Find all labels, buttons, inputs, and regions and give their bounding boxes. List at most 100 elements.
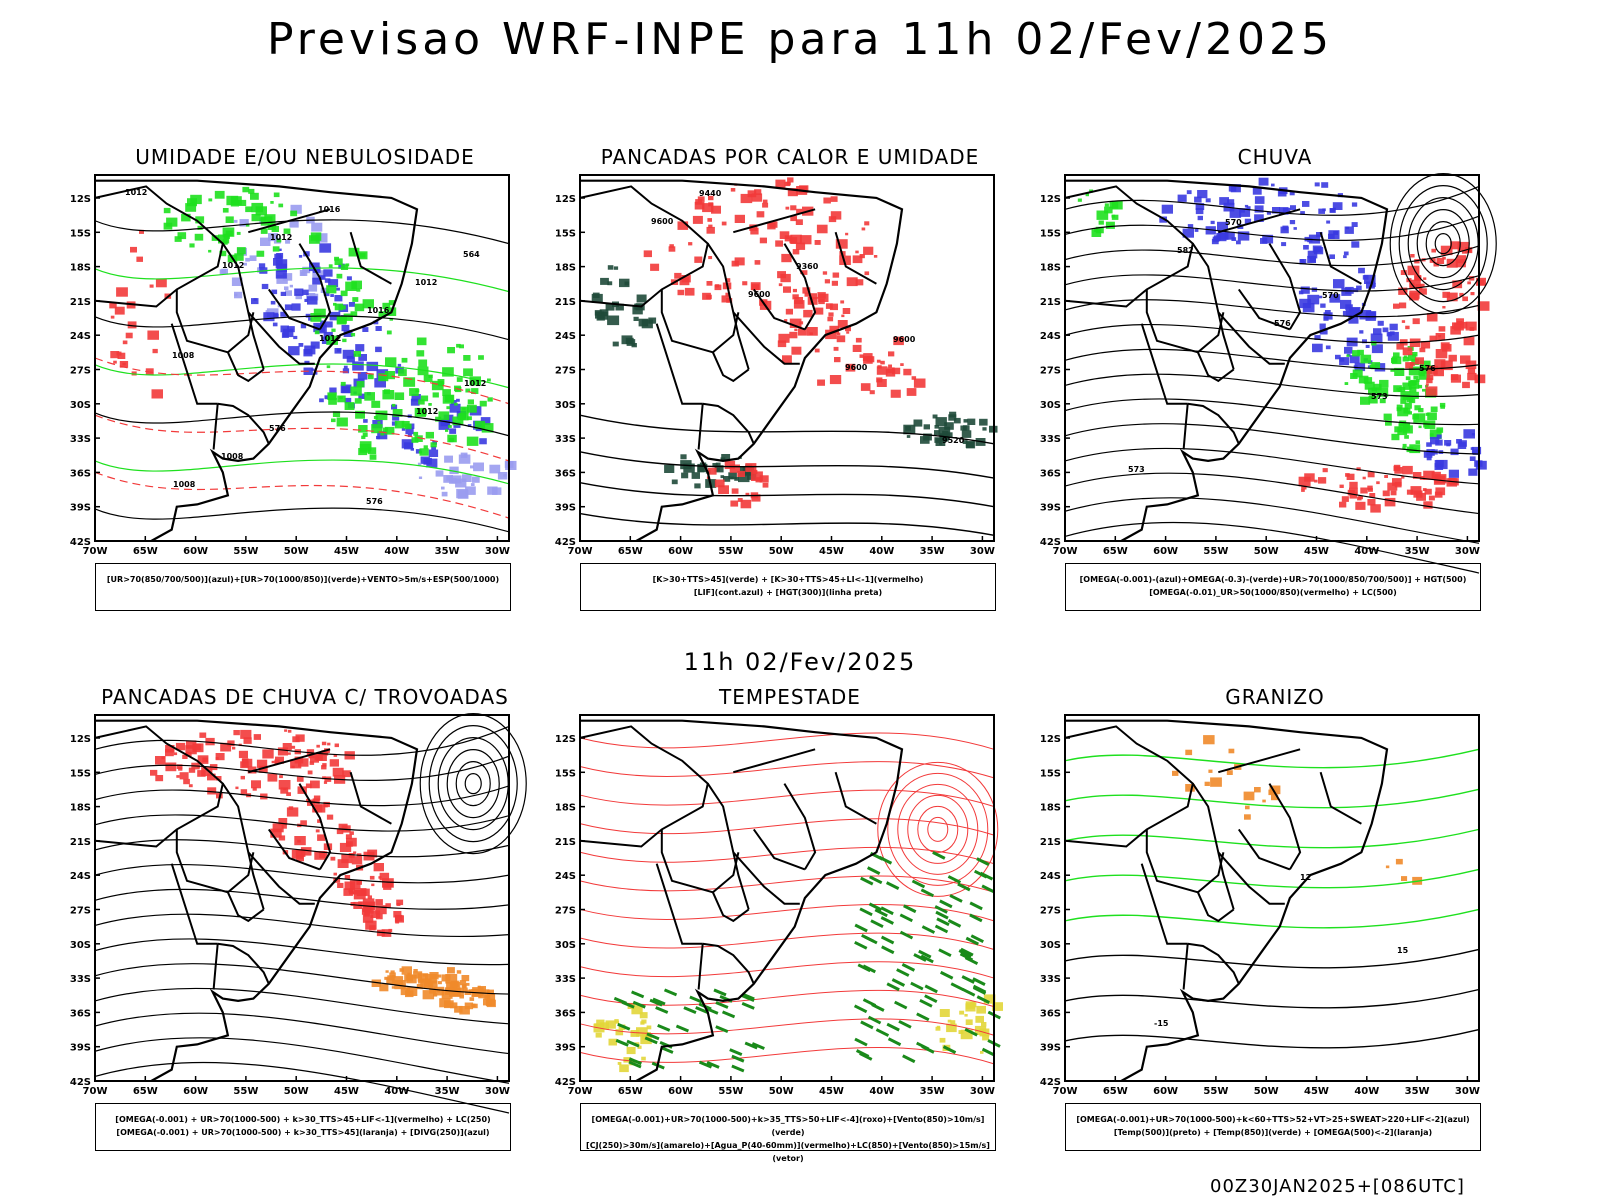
border-line <box>1218 748 1301 774</box>
shaded-cell <box>792 294 799 300</box>
shaded-cell <box>276 263 287 272</box>
border-line <box>702 402 755 445</box>
lat-tick-label: 12S <box>1040 734 1061 745</box>
wind-vector <box>715 1001 729 1009</box>
shaded-cell <box>646 1025 652 1030</box>
shaded-cell <box>243 737 252 744</box>
shaded-cell <box>384 371 395 380</box>
shaded-cell <box>416 337 427 346</box>
shaded-cell <box>484 995 491 1000</box>
shaded-cell <box>626 1046 636 1055</box>
streamline <box>1064 215 1480 241</box>
shaded-cell <box>1450 374 1461 383</box>
shaded-cell <box>1387 482 1398 491</box>
shaded-cell <box>253 734 261 740</box>
political-borders <box>94 185 392 450</box>
shaded-cell <box>330 294 334 297</box>
lon-tick-label: 50W <box>284 546 309 557</box>
shaded-cell <box>323 269 333 277</box>
shaded-cell <box>236 231 241 235</box>
lat-tick-label: 24S <box>1040 331 1061 342</box>
shaded-cell <box>272 246 280 252</box>
shaded-cell <box>1341 496 1349 502</box>
shaded-cell <box>790 234 802 244</box>
shaded-cell <box>1332 202 1343 210</box>
shaded-cell <box>248 188 255 194</box>
shaded-cell <box>1194 228 1199 232</box>
footer-stamp: 00Z30JAN2025+[086UTC] <box>1210 1176 1465 1197</box>
lon-tick-label: 50W <box>1254 546 1279 557</box>
wind-vector <box>871 1003 885 1012</box>
shaded-cell <box>322 763 327 767</box>
shaded-cell <box>452 416 464 426</box>
wind-vector <box>976 995 990 1004</box>
shaded-cell <box>1229 208 1242 218</box>
shaded-cell <box>782 355 792 364</box>
shaded-cell <box>728 472 737 480</box>
shaded-cell <box>356 288 361 292</box>
shaded-cell <box>305 313 311 318</box>
shaded-cell <box>268 233 278 242</box>
shaded-cell <box>1271 794 1279 801</box>
shaded-cell <box>1468 468 1478 476</box>
shaded-cell <box>136 256 143 262</box>
shaded-cell <box>1172 770 1179 776</box>
shaded-cell <box>116 351 122 356</box>
lat-tick-label: 24S <box>555 871 576 882</box>
shaded-cell <box>1400 398 1407 404</box>
shaded-cell <box>282 743 292 751</box>
shaded-cell <box>240 729 252 739</box>
shaded-cell <box>413 431 419 436</box>
shaded-cell <box>276 238 282 243</box>
shaded-cell <box>1354 362 1366 372</box>
lat-tick-label: 36S <box>555 468 576 479</box>
border-line <box>247 851 315 905</box>
shaded-cell <box>864 271 870 276</box>
wind-vector <box>860 1020 874 1030</box>
border-line <box>94 185 224 308</box>
shaded-cell <box>1349 481 1358 489</box>
coastline <box>95 179 419 542</box>
shaded-cell <box>307 296 318 305</box>
contour-label: 1012 <box>415 278 437 287</box>
political-borders <box>1064 725 1362 990</box>
contour-label: 9520 <box>942 436 965 445</box>
shaded-cell <box>715 467 720 472</box>
shaded-cell <box>479 438 487 445</box>
shaded-cell <box>329 387 337 394</box>
shaded-cell <box>702 292 711 300</box>
border-line <box>212 403 219 450</box>
shaded-cell <box>762 482 769 488</box>
shaded-cell <box>1434 359 1446 369</box>
plot-background <box>580 715 994 1081</box>
shaded-cell <box>492 487 502 495</box>
shaded-cell <box>336 828 344 835</box>
border-line <box>660 289 740 354</box>
shaded-cell <box>1279 207 1289 215</box>
shaded-cell <box>888 351 895 357</box>
lon-tick-label: 55W <box>1203 546 1228 557</box>
shaded-cell <box>1322 468 1328 473</box>
shaded-cell <box>841 314 845 318</box>
shaded-cell <box>1414 297 1419 301</box>
shaded-cell <box>270 300 276 305</box>
shaded-cell <box>650 263 660 271</box>
shaded-cell <box>829 303 838 311</box>
wind-vector <box>938 948 952 958</box>
shaded-cell <box>251 780 261 789</box>
shaded-cell <box>473 462 484 472</box>
shaded-cell <box>289 220 299 228</box>
shaded-cell <box>319 398 324 403</box>
shaded-cell <box>605 303 615 311</box>
shaded-cell <box>1281 242 1287 247</box>
shaded-cell <box>361 435 366 439</box>
shaded-cell <box>1424 488 1432 495</box>
shaded-cell <box>1373 383 1382 391</box>
contour-label: 576 <box>269 424 286 433</box>
shaded-cell <box>664 464 675 473</box>
shaded-cell <box>446 406 450 410</box>
shaded-cell <box>345 834 352 840</box>
lon-tick-label: 30W <box>485 1086 510 1097</box>
shaded-cell <box>1360 487 1368 494</box>
shaded-cell <box>278 203 284 208</box>
